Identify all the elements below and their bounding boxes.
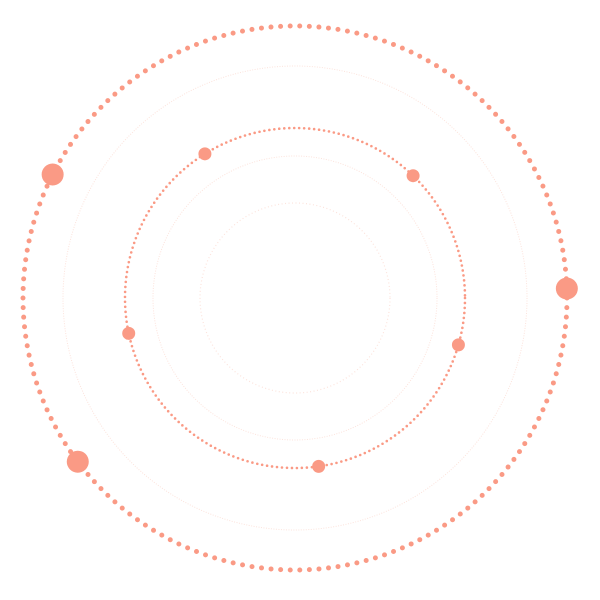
outer-faint-ring	[62, 65, 528, 531]
orbit-dot	[312, 459, 326, 473]
middle-faint-ring	[152, 155, 438, 441]
orbit-dot	[122, 326, 136, 340]
orbit-dot	[66, 450, 89, 473]
outer-dotted-ring	[20, 23, 570, 573]
orbit-dot	[41, 163, 64, 186]
orbit-dot	[406, 169, 420, 183]
inner-faint-ring	[199, 202, 391, 394]
orbit-dot	[555, 277, 578, 300]
orbit-dot	[198, 147, 212, 161]
orbit-dot	[451, 338, 465, 352]
middle-dotted-ring	[123, 126, 467, 470]
